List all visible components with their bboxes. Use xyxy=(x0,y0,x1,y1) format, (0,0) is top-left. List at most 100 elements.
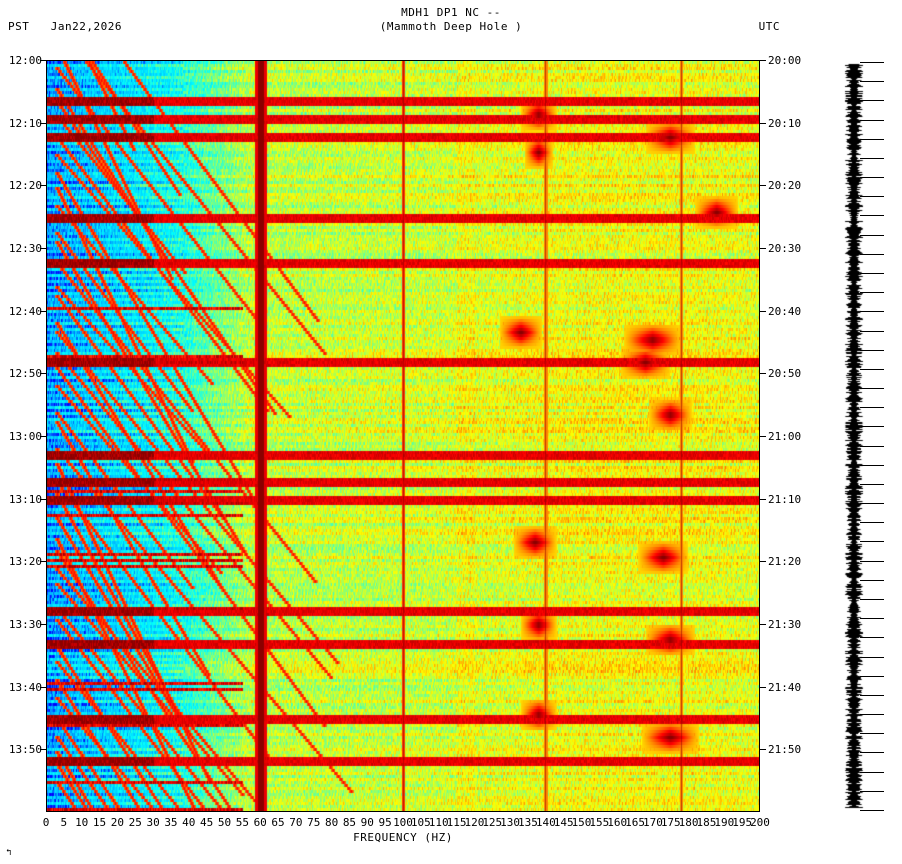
frequency-tick-label: 80 xyxy=(324,816,339,829)
time-tick-right xyxy=(760,624,766,625)
frequency-tick-label: 65 xyxy=(271,816,285,829)
strip-tick xyxy=(860,215,884,217)
time-label-right: 20:10 xyxy=(768,116,802,130)
frequency-tick-label: 180 xyxy=(678,816,699,829)
time-tick-left xyxy=(40,373,46,375)
strip-tick xyxy=(860,157,884,159)
strip-tick xyxy=(860,138,884,140)
time-label-left: 13:10 xyxy=(8,492,42,506)
frequency-tick-label: 15 xyxy=(92,816,107,829)
header-left: PST Jan22,2026 xyxy=(8,20,122,33)
frequency-tick-label: 85 xyxy=(342,816,357,829)
frequency-tick-label: 125 xyxy=(482,816,503,829)
strip-tick xyxy=(860,503,884,505)
station-code-text: MDH1 DP1 NC -- xyxy=(401,6,501,19)
frequency-tick-label: 70 xyxy=(289,816,303,829)
strip-tick xyxy=(860,253,884,255)
strip-tick xyxy=(860,368,884,370)
frequency-tick-label: 35 xyxy=(164,816,178,829)
strip-tick xyxy=(860,349,884,351)
frequency-tick-label: 135 xyxy=(518,816,538,829)
frequency-tick-label: 160 xyxy=(607,816,628,829)
time-label-left: 12:50 xyxy=(8,367,42,381)
strip-tick xyxy=(860,388,884,390)
strip-tick xyxy=(860,790,884,792)
strip-tick xyxy=(860,579,884,581)
strip-tick xyxy=(860,407,884,409)
station-code-title: MDH1 DP1 NC -- xyxy=(0,6,902,19)
time-label-left: 12:10 xyxy=(8,116,42,130)
strip-tick xyxy=(860,541,884,543)
strip-tick xyxy=(860,752,884,754)
time-label-left: 12:30 xyxy=(8,242,42,255)
strip-tick xyxy=(860,445,884,447)
frequency-tick-label: 115 xyxy=(446,816,467,829)
frequency-tick-label: 155 xyxy=(589,816,610,829)
time-tick-left xyxy=(40,122,46,124)
station-name-title: (Mammoth Deep Hole ) xyxy=(0,20,902,33)
strip-tick xyxy=(860,311,884,313)
time-tick-right xyxy=(760,185,766,187)
strip-tick xyxy=(860,196,884,198)
timezone-right-label: UTC xyxy=(758,20,780,33)
strip-tick xyxy=(860,733,884,735)
helicorder-strip-canvas xyxy=(840,60,872,812)
station-name-text: (Mammoth Deep Hole ) xyxy=(379,20,523,33)
time-label-right: 21:00 xyxy=(768,430,802,443)
frequency-tick-label: 95 xyxy=(378,816,392,829)
x-axis-title: FREQUENCY (HZ) xyxy=(353,831,453,844)
timezone-left-label: PST xyxy=(8,20,30,33)
strip-tick xyxy=(860,637,884,639)
time-label-right: 20:00 xyxy=(768,54,802,67)
frequency-tick-label: 110 xyxy=(428,816,449,829)
time-label-left: 13:40 xyxy=(8,680,42,694)
time-label-right: 20:40 xyxy=(768,304,802,318)
frequency-tick-label: 30 xyxy=(146,816,160,829)
time-label-left: 12:20 xyxy=(8,179,42,193)
strip-tick xyxy=(860,81,884,83)
frequency-tick-label: 120 xyxy=(464,816,485,829)
strip-tick xyxy=(860,464,884,466)
frequency-tick-label: 5 xyxy=(60,816,68,829)
time-tick-right xyxy=(760,310,766,312)
strip-tick xyxy=(860,771,884,773)
frequency-tick-label: 185 xyxy=(696,816,717,829)
time-label-right: 21:50 xyxy=(768,743,802,757)
date-label: Jan22,2026 xyxy=(50,20,122,33)
helicorder-amplitude-strip xyxy=(840,60,872,812)
frequency-tick-label: 130 xyxy=(500,816,521,829)
frequency-tick-label: 165 xyxy=(625,816,645,829)
time-label-right: 20:20 xyxy=(768,179,802,193)
frequency-tick-label: 190 xyxy=(714,816,735,829)
strip-tick xyxy=(860,292,884,294)
frequency-tick-label: 195 xyxy=(732,816,753,829)
frequency-tick-label: 75 xyxy=(307,816,321,829)
frequency-tick-label: 25 xyxy=(128,816,142,829)
strip-tick xyxy=(860,522,884,524)
frequency-tick-label: 90 xyxy=(360,816,374,829)
time-tick-right xyxy=(760,248,766,249)
frequency-tick-label: 40 xyxy=(182,816,196,829)
time-tick-right xyxy=(760,686,766,688)
time-label-left: 13:20 xyxy=(8,555,42,569)
time-label-left: 13:50 xyxy=(8,743,42,757)
time-label-left: 13:00 xyxy=(8,430,42,443)
frequency-tick-label: 45 xyxy=(200,816,214,829)
time-tick-left xyxy=(40,310,46,312)
spectrogram-canvas[interactable] xyxy=(47,61,759,811)
frequency-tick-label: 50 xyxy=(217,816,232,829)
strip-tick xyxy=(860,234,884,236)
strip-tick xyxy=(860,100,884,102)
strip-tick xyxy=(860,675,884,677)
time-tick-right xyxy=(760,60,766,61)
frequency-tick-label: 170 xyxy=(642,816,663,829)
strip-tick xyxy=(860,272,884,274)
spectrogram-plot[interactable] xyxy=(46,60,760,812)
time-tick-right xyxy=(760,749,766,751)
time-tick-right xyxy=(760,561,766,563)
frequency-tick-label: 105 xyxy=(410,816,431,829)
frequency-tick-label: 60 xyxy=(253,816,267,829)
time-tick-left xyxy=(40,436,46,437)
time-label-right: 21:40 xyxy=(768,680,802,694)
